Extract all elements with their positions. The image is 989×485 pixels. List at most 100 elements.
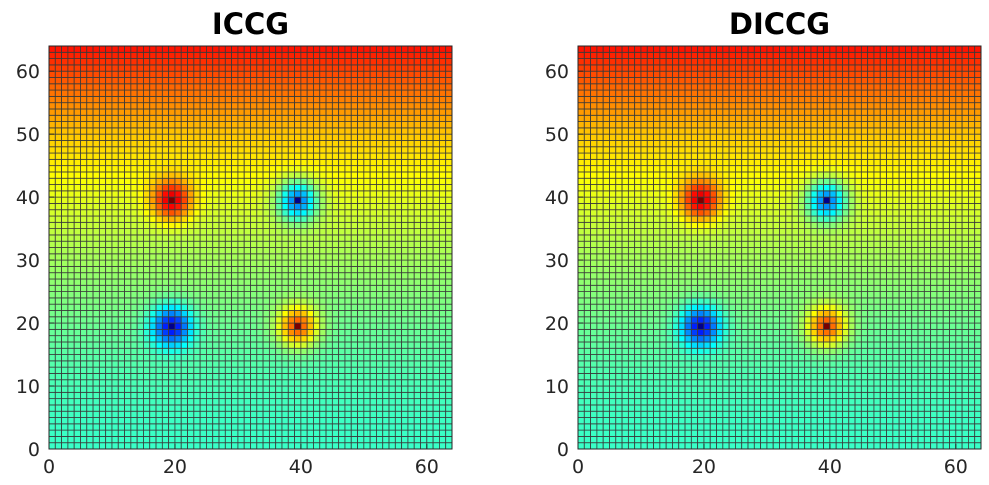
heatmap-cell (73, 70, 81, 78)
heatmap-cell (369, 133, 377, 141)
heatmap-cell (413, 165, 421, 173)
heatmap-cell (659, 373, 667, 381)
heatmap-cell (672, 366, 680, 374)
heatmap-cell (206, 209, 214, 217)
heatmap-cell (445, 423, 453, 431)
heatmap-cell (281, 102, 289, 110)
heatmap-cell (143, 379, 151, 387)
heatmap-cell (268, 322, 277, 330)
heatmap-cell (80, 215, 88, 223)
heatmap-cell (791, 429, 799, 437)
heatmap-cell (218, 228, 226, 236)
heatmap-cell (911, 366, 919, 374)
heatmap-cell (413, 171, 421, 179)
heatmap-cell (193, 436, 201, 444)
heatmap-cell (250, 70, 258, 78)
heatmap-cell (432, 234, 440, 242)
heatmap-cell (256, 209, 264, 217)
heatmap-cell (231, 114, 239, 122)
heatmap-cell (388, 108, 396, 116)
heatmap-cell (218, 240, 226, 248)
heatmap-cell (376, 341, 384, 349)
heatmap-cell (420, 385, 428, 393)
heatmap-cell (281, 240, 289, 248)
heatmap-cell (256, 398, 264, 406)
heatmap-cell (155, 184, 163, 192)
heatmap-cell (722, 417, 730, 425)
heatmap-cell (357, 310, 365, 318)
heatmap-cell (388, 158, 396, 167)
heatmap-cell (294, 328, 302, 337)
heatmap-cell (243, 158, 251, 167)
heatmap-cell (86, 165, 94, 173)
heatmap-cell (237, 316, 245, 324)
heatmap-cell (212, 77, 220, 85)
heatmap-cell (117, 146, 125, 154)
heatmap-cell (111, 328, 119, 337)
heatmap-cell (237, 64, 245, 72)
heatmap-cell (237, 152, 245, 160)
heatmap-cell (67, 322, 75, 330)
heatmap-cell (218, 184, 226, 192)
heatmap-cell (300, 253, 308, 261)
heatmap-cell (898, 410, 906, 418)
heatmap-cell (344, 429, 352, 437)
heatmap-cell (439, 297, 447, 305)
heatmap-cell (634, 366, 642, 374)
heatmap-cell (180, 391, 188, 400)
heatmap-cell (394, 196, 403, 204)
heatmap-cell (268, 291, 277, 299)
heatmap-cell (117, 253, 125, 261)
heatmap-cell (369, 391, 377, 400)
heatmap-cell (690, 398, 699, 406)
heatmap-cell (231, 83, 239, 91)
heatmap-cell (54, 64, 62, 72)
heatmap-cell (401, 70, 409, 78)
heatmap-cell (155, 410, 163, 418)
heatmap-cell (313, 284, 321, 292)
heatmap-cell (420, 247, 428, 255)
heatmap-cell (942, 423, 950, 431)
heatmap-cell (432, 404, 440, 412)
heatmap-cell (187, 196, 195, 204)
heatmap-cell (199, 278, 207, 286)
heatmap-cell (388, 95, 396, 104)
heatmap-cell (67, 297, 75, 305)
heatmap-cell (350, 360, 358, 368)
heatmap-cell (155, 51, 163, 59)
heatmap-cell (627, 429, 636, 437)
heatmap-cell (294, 404, 302, 412)
heatmap-cell (67, 354, 75, 362)
heatmap-cell (785, 429, 793, 437)
heatmap-cell (161, 171, 170, 179)
heatmap-cell (124, 442, 132, 450)
heatmap-cell (180, 366, 188, 374)
heatmap-cell (741, 398, 749, 406)
heatmap-cell (401, 385, 409, 393)
heatmap-cell (388, 196, 396, 204)
heatmap-cell (382, 108, 390, 116)
heatmap-cell (206, 234, 214, 242)
heatmap-cell (111, 310, 119, 318)
heatmap-cell (98, 354, 107, 362)
heatmap-cell (331, 297, 340, 305)
heatmap-cell (747, 391, 755, 400)
heatmap-cell (350, 177, 358, 185)
heatmap-cell (420, 360, 428, 368)
heatmap-cell (382, 127, 390, 135)
heatmap-cell (294, 272, 302, 280)
heatmap-cell (61, 410, 69, 418)
heatmap-cell (111, 335, 119, 343)
heatmap-cell (325, 114, 333, 122)
heatmap-cell (111, 45, 119, 53)
heatmap-cell (243, 442, 251, 450)
heatmap-cell (250, 140, 258, 148)
heatmap-cell (281, 114, 289, 122)
heatmap-cell (363, 158, 371, 167)
heatmap-cell (848, 410, 856, 418)
heatmap-cell (275, 228, 283, 236)
heatmap-cell (363, 215, 371, 223)
heatmap-cell (212, 45, 220, 53)
heatmap-cell (174, 442, 182, 450)
heatmap-cell (369, 58, 377, 66)
